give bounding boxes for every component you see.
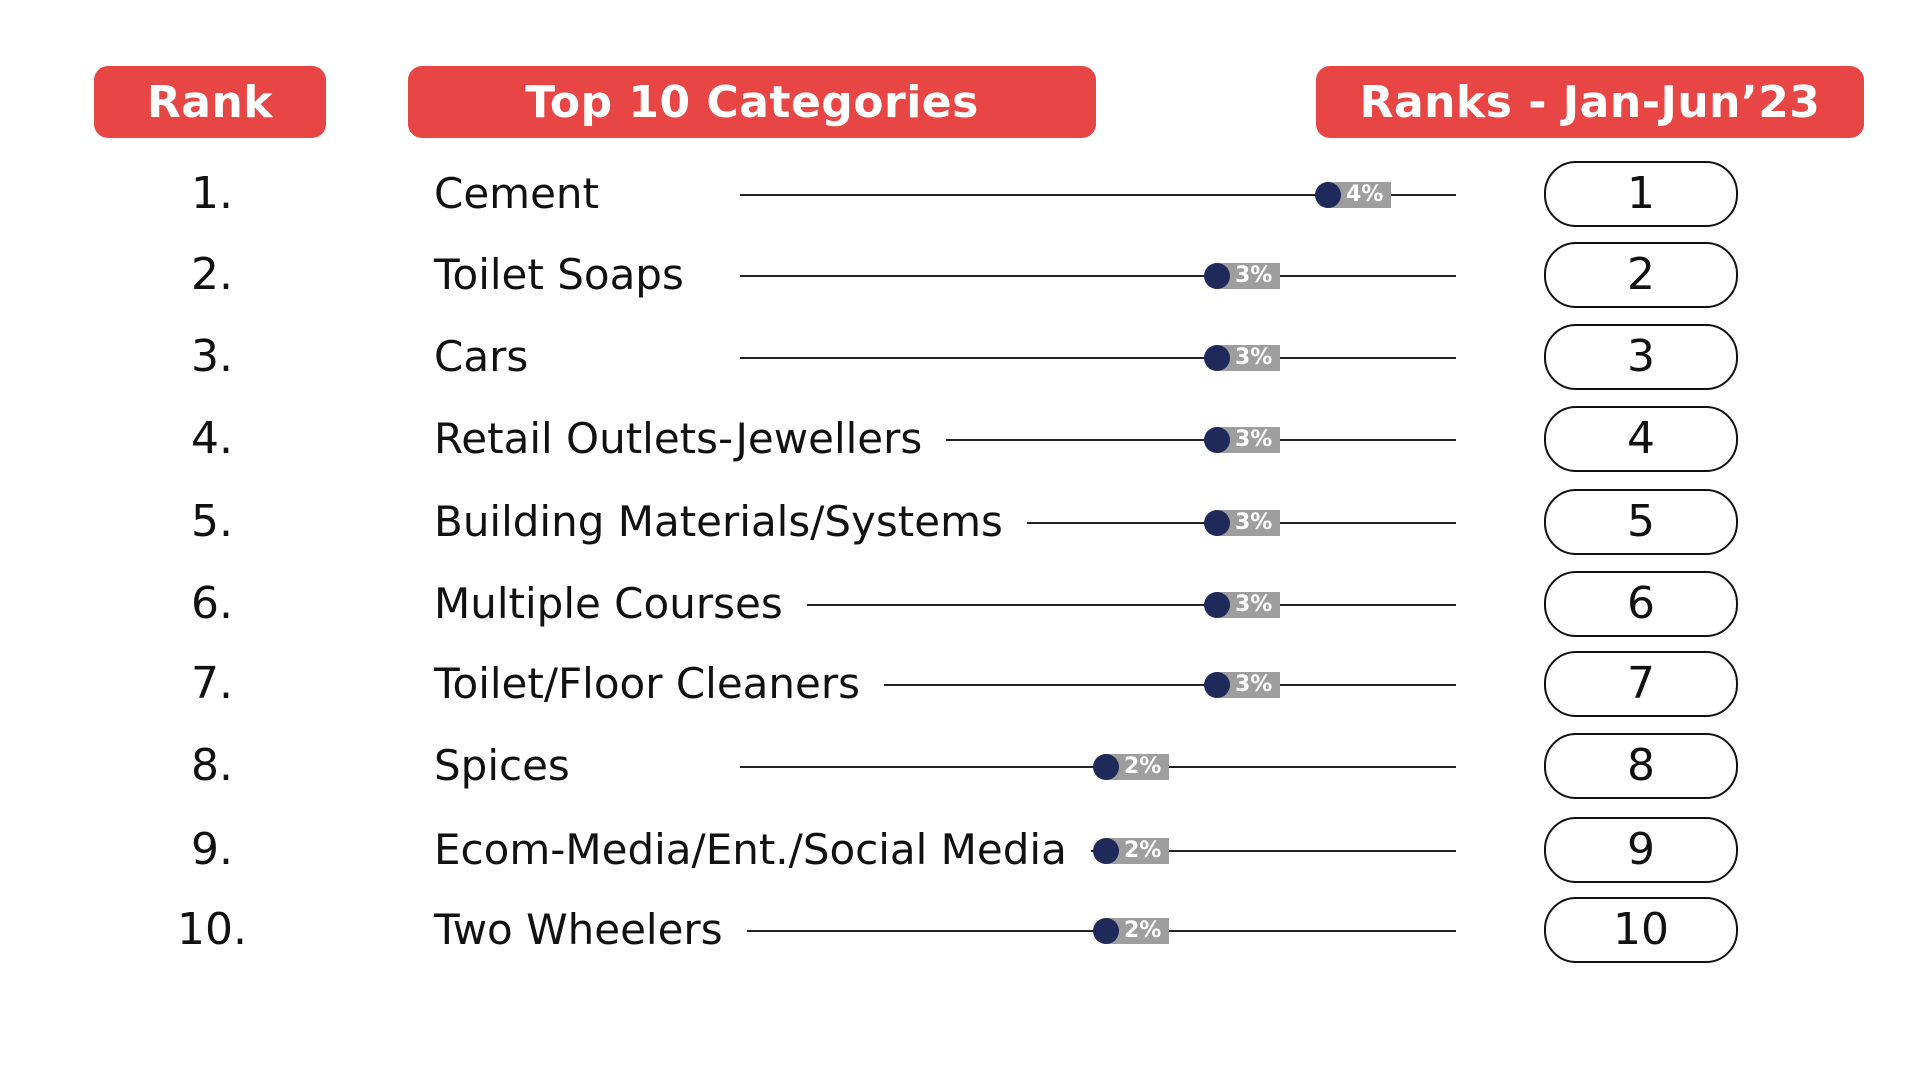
categories-header: Top 10 Categories — [408, 66, 1096, 138]
category-label: Toilet Soaps — [434, 250, 684, 299]
rank-header: Rank — [94, 66, 326, 138]
value-dot — [1093, 918, 1119, 944]
category-label: Spices — [434, 741, 570, 790]
value-track-line — [740, 275, 1456, 277]
rank-number: 10. — [177, 904, 247, 955]
value-track-line — [884, 684, 1456, 686]
category-label: Ecom-Media/Ent./Social Media — [434, 825, 1067, 874]
value-dot — [1204, 345, 1230, 371]
period-rank-box: 8 — [1544, 733, 1738, 799]
category-row: 1. Cement 4% 1 — [0, 161, 1920, 227]
period-rank-box: 5 — [1544, 489, 1738, 555]
value-dot — [1204, 263, 1230, 289]
value-track-line — [740, 357, 1456, 359]
value-track-line — [946, 439, 1456, 441]
category-label: Two Wheelers — [434, 905, 723, 954]
category-row: 5. Building Materials/Systems 3% 5 — [0, 489, 1920, 555]
period-rank-box: 4 — [1544, 406, 1738, 472]
rank-number: 3. — [191, 331, 233, 382]
rank-number: 7. — [191, 658, 233, 709]
period-rank-box: 3 — [1544, 324, 1738, 390]
category-label: Retail Outlets-Jewellers — [434, 414, 923, 463]
rank-number: 6. — [191, 578, 233, 629]
rank-number: 9. — [191, 824, 233, 875]
category-label: Multiple Courses — [434, 579, 783, 628]
period-rank-box: 7 — [1544, 651, 1738, 717]
value-track-line — [1091, 850, 1456, 852]
period-rank-box: 6 — [1544, 571, 1738, 637]
ranks-period-header: Ranks - Jan-Jun’23 — [1316, 66, 1864, 138]
rank-number: 4. — [191, 413, 233, 464]
value-dot — [1093, 754, 1119, 780]
value-dot — [1204, 672, 1230, 698]
category-row: 3. Cars 3% 3 — [0, 324, 1920, 390]
period-rank-box: 1 — [1544, 161, 1738, 227]
value-dot — [1204, 510, 1230, 536]
value-dot — [1204, 427, 1230, 453]
category-row: 6. Multiple Courses 3% 6 — [0, 571, 1920, 637]
rank-number: 5. — [191, 496, 233, 547]
category-row: 7. Toilet/Floor Cleaners 3% 7 — [0, 651, 1920, 717]
value-dot — [1093, 838, 1119, 864]
category-row: 4. Retail Outlets-Jewellers 3% 4 — [0, 406, 1920, 472]
category-row: 8. Spices 2% 8 — [0, 733, 1920, 799]
value-track-line — [807, 604, 1456, 606]
category-row: 10. Two Wheelers 2% 10 — [0, 897, 1920, 963]
period-rank-box: 2 — [1544, 242, 1738, 308]
category-label: Cars — [434, 332, 529, 381]
value-dot — [1315, 182, 1341, 208]
period-rank-box: 10 — [1544, 897, 1738, 963]
rank-number: 8. — [191, 740, 233, 791]
category-label: Building Materials/Systems — [434, 497, 1003, 546]
rank-number: 1. — [191, 168, 233, 219]
category-row: 9. Ecom-Media/Ent./Social Media 2% 9 — [0, 817, 1920, 883]
percentage-label: 3% — [1215, 592, 1281, 618]
rank-number: 2. — [191, 249, 233, 300]
value-track-line — [740, 194, 1456, 196]
period-rank-box: 9 — [1544, 817, 1738, 883]
value-dot — [1204, 592, 1230, 618]
category-label: Cement — [434, 169, 600, 218]
category-row: 2. Toilet Soaps 3% 2 — [0, 242, 1920, 308]
category-label: Toilet/Floor Cleaners — [434, 659, 861, 708]
